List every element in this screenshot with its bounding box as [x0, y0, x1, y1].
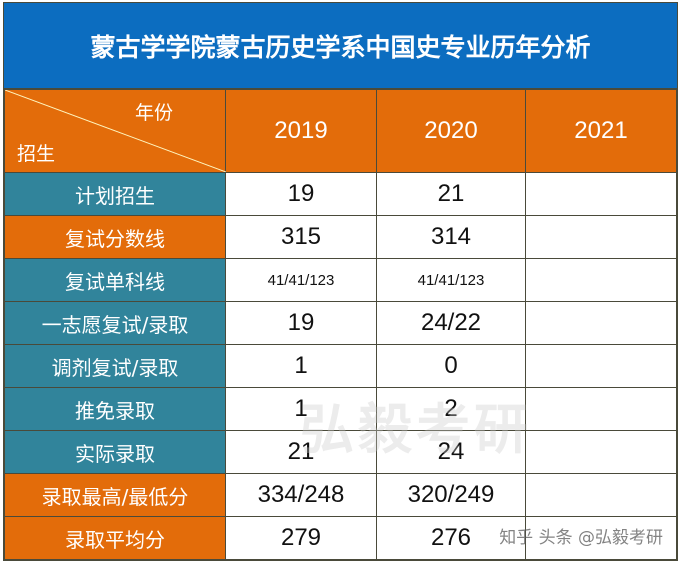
value-cell: 315	[225, 215, 377, 259]
value-cell: 24	[376, 430, 526, 474]
year-header: 2021	[525, 89, 677, 173]
value-cell: 19	[225, 301, 377, 345]
value-cell	[525, 344, 677, 388]
value-cell	[525, 516, 677, 560]
table-row: 调剂复试/录取 1 0	[4, 344, 677, 388]
row-label: 录取最高/最低分	[4, 473, 226, 517]
row-label: 录取平均分	[4, 516, 226, 560]
value-cell: 314	[376, 215, 526, 259]
row-label: 推免录取	[4, 387, 226, 431]
value-cell: 0	[376, 344, 526, 388]
row-label: 实际录取	[4, 430, 226, 474]
value-cell	[525, 387, 677, 431]
diagonal-divider	[5, 90, 226, 172]
value-cell	[525, 473, 677, 517]
header-row: 年份 招生 2019 2020 2021	[4, 89, 677, 173]
value-cell	[525, 430, 677, 474]
value-cell: 21	[376, 172, 526, 216]
value-cell: 24/22	[376, 301, 526, 345]
credit-watermark: 知乎 头条 @弘毅考研	[499, 528, 663, 548]
value-cell: 276	[376, 516, 526, 560]
value-cell	[525, 172, 677, 216]
column-axis-label: 年份	[134, 102, 173, 124]
value-cell: 41/41/123	[376, 258, 526, 302]
value-cell: 19	[225, 172, 377, 216]
value-cell: 1	[225, 387, 377, 431]
value-cell	[525, 215, 677, 259]
table-row: 推免录取 1 2	[4, 387, 677, 431]
brand-watermark: 弘毅考研	[300, 398, 532, 461]
table-row: 一志愿复试/录取 19 24/22	[4, 301, 677, 345]
value-cell: 334/248	[225, 473, 377, 517]
value-cell	[525, 258, 677, 302]
table-row: 录取平均分 279 276	[4, 516, 677, 560]
row-label: 复试分数线	[4, 215, 226, 259]
row-label: 计划招生	[4, 172, 226, 216]
year-header: 2019	[225, 89, 377, 173]
row-label: 一志愿复试/录取	[4, 301, 226, 345]
table-row: 录取最高/最低分 334/248 320/249	[4, 473, 677, 517]
row-axis-label: 招生	[17, 143, 56, 165]
value-cell: 320/249	[376, 473, 526, 517]
value-cell: 279	[225, 516, 377, 560]
analysis-table: 年份 招生 2019 2020 2021 计划招生 19 21 复试分数线 315 314…	[4, 89, 677, 560]
value-cell: 1	[225, 344, 377, 388]
table-title: 蒙古学学院蒙古历史学系中国史专业历年分析	[4, 3, 677, 89]
table-row: 复试分数线 315 314	[4, 215, 677, 259]
table-row: 复试单科线 41/41/123 41/41/123	[4, 258, 677, 302]
year-header: 2020	[376, 89, 526, 173]
analysis-table-container: 蒙古学学院蒙古历史学系中国史专业历年分析 年份 招生 2019 2020 202…	[3, 2, 678, 561]
corner-header-cell: 年份 招生	[4, 89, 226, 173]
table-row: 计划招生 19 21	[4, 172, 677, 216]
row-label: 复试单科线	[4, 258, 226, 302]
value-cell	[525, 301, 677, 345]
row-label: 调剂复试/录取	[4, 344, 226, 388]
value-cell: 41/41/123	[225, 258, 377, 302]
